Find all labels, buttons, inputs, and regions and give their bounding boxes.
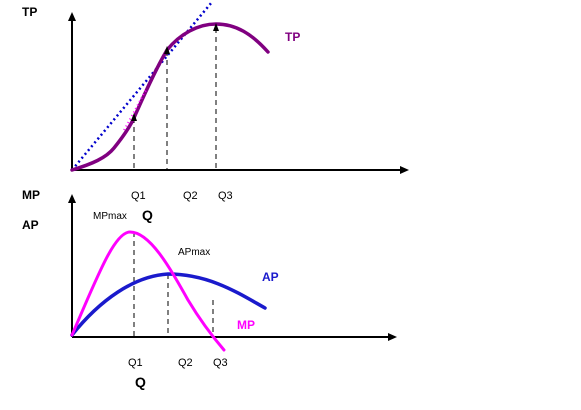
- top-q3-arrowhead: [213, 23, 219, 31]
- top-y-axis-arrowhead: [68, 12, 76, 21]
- top-y-axis-label: TP: [22, 5, 37, 19]
- top-q2-arrowhead: [164, 46, 170, 54]
- mp-max-label: MPmax: [93, 211, 127, 222]
- top-panel: TP TP Q1 Q2 Q3 Q: [22, 1, 409, 223]
- ap-max-label: APmax: [178, 247, 210, 258]
- bottom-y-axis-arrowhead: [68, 194, 76, 203]
- tp-curve: [70, 22, 270, 172]
- bottom-tick-q3: Q3: [213, 357, 228, 369]
- mp-curve-label: MP: [237, 318, 255, 332]
- bottom-x-axis-arrowhead: [388, 333, 397, 341]
- bottom-tick-q1: Q1: [128, 357, 143, 369]
- top-axis-label-q: Q: [142, 207, 153, 223]
- tp-curve-label: TP: [285, 30, 300, 44]
- bottom-tick-q2: Q2: [178, 357, 193, 369]
- tp-tangent-ray: [71, 1, 213, 171]
- top-q1-arrowhead: [131, 113, 137, 121]
- top-tick-q2: Q2: [183, 190, 198, 202]
- ap-curve-label: AP: [262, 270, 279, 284]
- bottom-y-axis-label-mp: MP: [22, 188, 40, 202]
- top-tick-q1: Q1: [131, 190, 146, 202]
- top-x-axis-arrowhead: [400, 166, 409, 174]
- bottom-panel: MP AP MPmax APmax AP MP Q1 Q2 Q3 Q: [22, 188, 397, 390]
- bottom-y-axis-label-ap: AP: [22, 218, 39, 232]
- mp-curve: [70, 230, 226, 352]
- bottom-axis-label-q: Q: [135, 374, 146, 390]
- top-tick-q3: Q3: [218, 190, 233, 202]
- ap-curve: [70, 272, 267, 337]
